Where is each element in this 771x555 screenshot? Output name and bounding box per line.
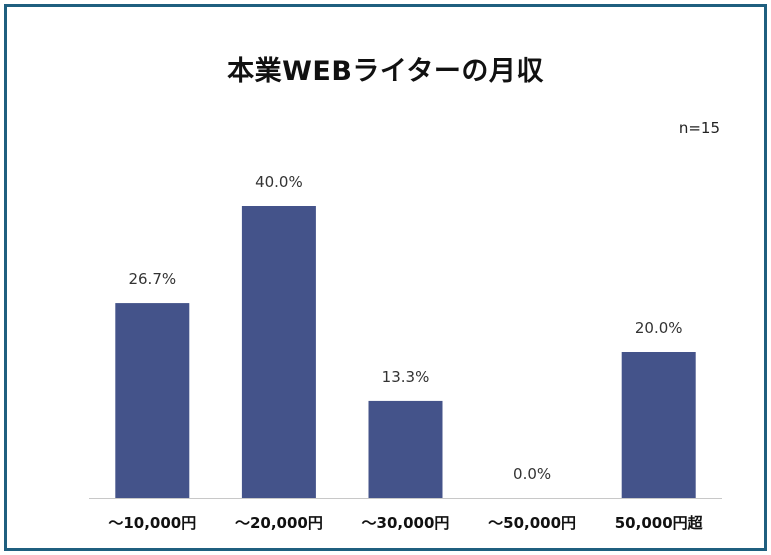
- data-label: 40.0%: [255, 173, 303, 191]
- data-label: 26.7%: [128, 270, 176, 288]
- data-label: 20.0%: [635, 319, 683, 337]
- bar: [241, 206, 316, 498]
- bar: [115, 303, 190, 498]
- chart-title: 本業WEBライターの月収: [227, 56, 544, 87]
- chart-frame: 本業WEBライターの月収 n=15 26.7% ～10,000円 40.0% ～20,…: [4, 4, 767, 551]
- data-label: 13.3%: [382, 368, 430, 386]
- x-tick-label: 50,000円超: [615, 514, 704, 532]
- x-tick-label: ～50,000円: [488, 514, 576, 532]
- x-tick-label: ～10,000円: [108, 514, 196, 532]
- data-label: 0.0%: [513, 465, 551, 483]
- bar-chart: 26.7% ～10,000円 40.0% ～20,000円 13.3% ～30,000円 0…: [89, 173, 722, 532]
- sample-size-note: n=15: [678, 119, 720, 137]
- bar: [368, 400, 443, 498]
- x-tick-label: ～30,000円: [362, 514, 450, 532]
- bar: [621, 352, 696, 498]
- x-tick-label: ～20,000円: [235, 514, 323, 532]
